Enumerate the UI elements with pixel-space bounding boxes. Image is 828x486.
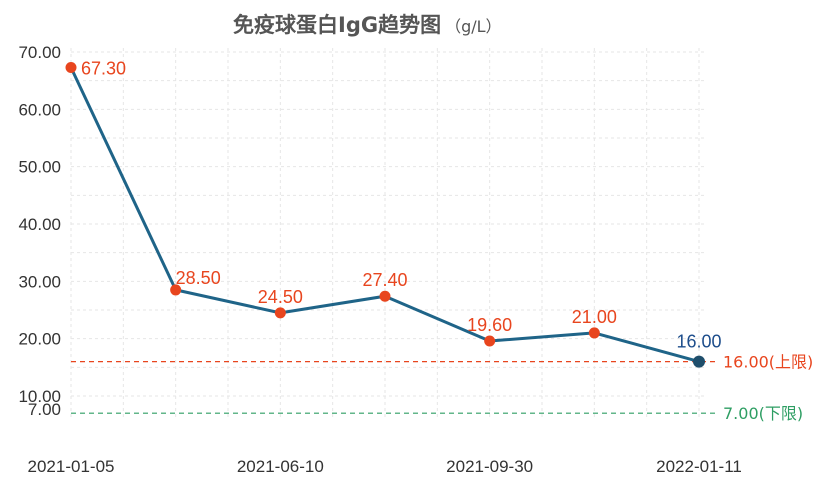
x-tick-label: 2021-06-10 xyxy=(237,457,324,476)
data-point xyxy=(484,335,496,347)
x-tick-label: 2021-01-05 xyxy=(28,457,115,476)
data-point xyxy=(693,355,705,368)
data-labels: 67.30 28.50 24.50 27.40 19.60 21.00 16.00 xyxy=(81,58,722,351)
grid xyxy=(70,48,705,420)
data-point xyxy=(379,290,391,302)
x-axis: 2021-01-05 2021-06-10 2021-09-30 2022-01-11 xyxy=(28,457,742,476)
data-label: 67.30 xyxy=(81,58,126,78)
reference-label-lower: 7.00(下限) xyxy=(723,404,803,423)
y-tick-label: 10.00 xyxy=(18,387,61,406)
data-point xyxy=(170,284,182,296)
data-label: 24.50 xyxy=(258,287,303,307)
y-tick-label: 50.00 xyxy=(18,158,61,177)
data-label: 28.50 xyxy=(176,268,221,288)
x-tick-label: 2022-01-11 xyxy=(656,457,742,476)
reference-lines: 16.00(上限) 7.00(下限) xyxy=(71,353,813,423)
y-tick-label: 40.00 xyxy=(18,215,61,234)
chart-title-unit: （g/L） xyxy=(445,17,501,36)
data-label: 19.60 xyxy=(467,315,512,335)
y-tick-label: 30.00 xyxy=(18,272,61,291)
x-tick-label: 2021-09-30 xyxy=(446,457,533,476)
data-label: 16.00 xyxy=(676,332,721,352)
y-tick-label: 20.00 xyxy=(18,330,61,349)
data-point xyxy=(274,307,286,319)
y-axis: 70.00 60.00 50.00 40.00 30.00 20.00 10.007.00 xyxy=(18,43,61,419)
data-label: 21.00 xyxy=(572,307,617,327)
y-tick-label: 7.00 xyxy=(28,400,61,419)
y-tick-label: 70.00 xyxy=(18,43,61,62)
reference-label-upper: 16.00(上限) xyxy=(723,353,813,372)
chart-title-main: 免疫球蛋白IgG趋势图 xyxy=(233,13,441,37)
data-point xyxy=(65,61,77,73)
chart-title: 免疫球蛋白IgG趋势图 （g/L） xyxy=(233,13,502,37)
data-label: 27.40 xyxy=(362,270,407,290)
series xyxy=(65,61,705,368)
data-point xyxy=(588,327,600,339)
y-tick-label: 60.00 xyxy=(18,100,61,119)
